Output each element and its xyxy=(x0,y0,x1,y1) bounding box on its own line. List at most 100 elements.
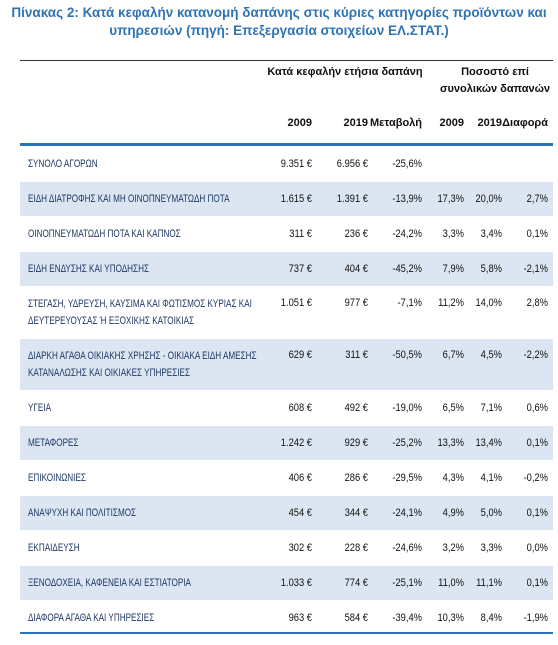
cell-value: 311 € xyxy=(345,349,368,361)
cell-value: 2,8% xyxy=(526,297,548,309)
cell-value: 774 € xyxy=(344,577,368,589)
cell-value: 20,0% xyxy=(475,193,502,205)
row-label: ΣΥΝΟΛΟ ΑΓΟΡΩΝ xyxy=(28,158,98,170)
cell-value: 584 € xyxy=(344,612,368,624)
cell-value: 608 € xyxy=(288,402,312,414)
cell-value: 7,1% xyxy=(480,402,502,414)
cell-value: 236 € xyxy=(344,228,368,240)
column-header: 2019 xyxy=(477,117,502,129)
row-label: ΞΕΝΟΔΟΧΕΙΑ, ΚΑΦΕΝΕΙΑ ΚΑΙ ΕΣΤΙΑΤΟΡΙΑ xyxy=(28,577,191,589)
column-group: Ποσοστό επί συνολικών δαπανών xyxy=(440,66,551,95)
column-header: 2009 xyxy=(287,117,312,129)
row-label: ΕΙΔΗ ΕΝΔΥΣΗΣ ΚΑΙ ΥΠΟΔΗΣΗΣ xyxy=(28,263,150,275)
row-label: ΜΕΤΑΦΟΡΕΣ xyxy=(28,437,79,449)
cell-value: 0,6% xyxy=(526,402,548,414)
row-label: ΔΙΑΦΟΡΑ ΑΓΑΘΑ ΚΑΙ ΥΠΗΡΕΣΙΕΣ xyxy=(28,612,155,624)
cell-value: 13,4% xyxy=(475,437,502,449)
cell-value: -24,1% xyxy=(392,507,422,519)
cell-value: 3,2% xyxy=(442,542,464,554)
cell-value: 13,3% xyxy=(437,437,464,449)
cell-value: -0,2% xyxy=(523,472,548,484)
top-rule xyxy=(20,60,553,61)
cell-value: 4,3% xyxy=(442,472,464,484)
column-header: 2009 xyxy=(439,117,464,129)
cell-value: 8,4% xyxy=(480,612,502,624)
table-row xyxy=(20,566,553,600)
cell-value: -29,5% xyxy=(392,472,422,484)
cell-value: 1.615 € xyxy=(280,193,312,205)
cell-value: 7,9% xyxy=(442,263,464,275)
cell-value: 0,1% xyxy=(526,577,548,589)
cell-value: 1.242 € xyxy=(280,437,312,449)
row-label: ΑΝΑΨΥΧΗ ΚΑΙ ΠΟΛΙΤΙΣΜΟΣ xyxy=(28,507,137,519)
table-row xyxy=(20,426,553,460)
cell-value: -24,2% xyxy=(392,228,422,240)
cell-value: 3,3% xyxy=(480,542,502,554)
column-header: Μεταβολή xyxy=(370,117,423,129)
cell-value: 0,1% xyxy=(526,437,548,449)
bottom-rule xyxy=(20,632,553,634)
cell-value: 404 € xyxy=(344,263,368,275)
cell-value: 311 € xyxy=(289,228,312,240)
cell-value: 454 € xyxy=(288,507,312,519)
cell-value: -25,1% xyxy=(392,577,422,589)
cell-value: 5,8% xyxy=(480,263,502,275)
cell-value: 4,1% xyxy=(480,472,502,484)
cell-value: 2,7% xyxy=(526,193,548,205)
cell-value: -24,6% xyxy=(392,542,422,554)
cell-value: 3,3% xyxy=(442,228,464,240)
cell-value: 6,7% xyxy=(442,349,464,361)
cell-value: 4,5% xyxy=(480,349,502,361)
cell-value: 0,1% xyxy=(526,507,548,519)
row-label: ΣΤΕΓΑΣΗ, ΥΔΡΕΥΣΗ, ΚΑΥΣΙΜΑ ΚΑΙ ΦΩΤΙΣΜΟΣ Κ… xyxy=(28,298,252,327)
row-label: ΕΙΔΗ ΔΙΑΤΡΟΦΗΣ ΚΑΙ ΜΗ ΟΙΝΟΠΝΕΥΜΑΤΩΔΗ ΠΟΤ… xyxy=(28,193,230,205)
column-group: Κατά κεφαλήν ετήσια δαπάνη xyxy=(267,66,423,78)
row-label: ΕΚΠΑΙΔΕΥΣΗ xyxy=(28,542,80,554)
row-label: ΥΓΕΙΑ xyxy=(28,402,52,414)
table-row xyxy=(20,182,553,216)
cell-value: 6,5% xyxy=(442,402,464,414)
cell-value: 0,0% xyxy=(526,542,548,554)
cell-value: 406 € xyxy=(288,472,312,484)
cell-value: 1.391 € xyxy=(336,193,368,205)
cell-value: -2,2% xyxy=(523,349,548,361)
cell-value: 6.956 € xyxy=(336,158,368,170)
row-label: ΔΙΑΡΚΗ ΑΓΑΘΑ ΟΙΚΙΑΚΗΣ ΧΡΗΣΗΣ - ΟΙΚΙΑΚΑ Ε… xyxy=(28,350,257,379)
cell-value: 737 € xyxy=(288,263,312,275)
column-header: Διαφορά xyxy=(502,117,548,129)
cell-value: 3,4% xyxy=(480,228,502,240)
cell-value: 1.051 € xyxy=(280,297,312,309)
cell-value: 9.351 € xyxy=(280,158,312,170)
cell-value: 286 € xyxy=(344,472,368,484)
header-rule xyxy=(20,143,553,146)
table-row xyxy=(20,252,553,286)
cell-value: 1.033 € xyxy=(280,577,312,589)
cell-value: -25,2% xyxy=(392,437,422,449)
cell-value: 11,2% xyxy=(438,297,464,309)
table-row xyxy=(20,339,553,390)
cell-value: 302 € xyxy=(288,542,312,554)
cell-value: 4,9% xyxy=(442,507,464,519)
cell-value: -2,1% xyxy=(523,263,548,275)
cell-value: -1,9% xyxy=(523,612,548,624)
cell-value: 5,0% xyxy=(480,507,502,519)
cell-value: -25,6% xyxy=(392,158,422,170)
cell-value: 963 € xyxy=(288,612,312,624)
cell-value: -45,2% xyxy=(392,263,422,275)
cell-value: 10,3% xyxy=(437,612,464,624)
cell-value: 977 € xyxy=(344,297,368,309)
cell-value: -13,9% xyxy=(392,193,422,205)
table-row xyxy=(20,496,553,530)
cell-value: -7,1% xyxy=(397,297,422,309)
cell-value: -39,4% xyxy=(392,612,422,624)
cell-value: 629 € xyxy=(288,349,312,361)
cell-value: -50,5% xyxy=(392,349,422,361)
cell-value: 17,3% xyxy=(437,193,464,205)
cell-value: 344 € xyxy=(344,507,368,519)
cell-value: 228 € xyxy=(344,542,368,554)
cell-value: 14,0% xyxy=(475,297,502,309)
cell-value: 0,1% xyxy=(526,228,548,240)
cell-value: -19,0% xyxy=(392,402,422,414)
table-title: Πίνακας 2: Κατά κεφαλήν κατανομή δαπάνης… xyxy=(11,5,547,38)
